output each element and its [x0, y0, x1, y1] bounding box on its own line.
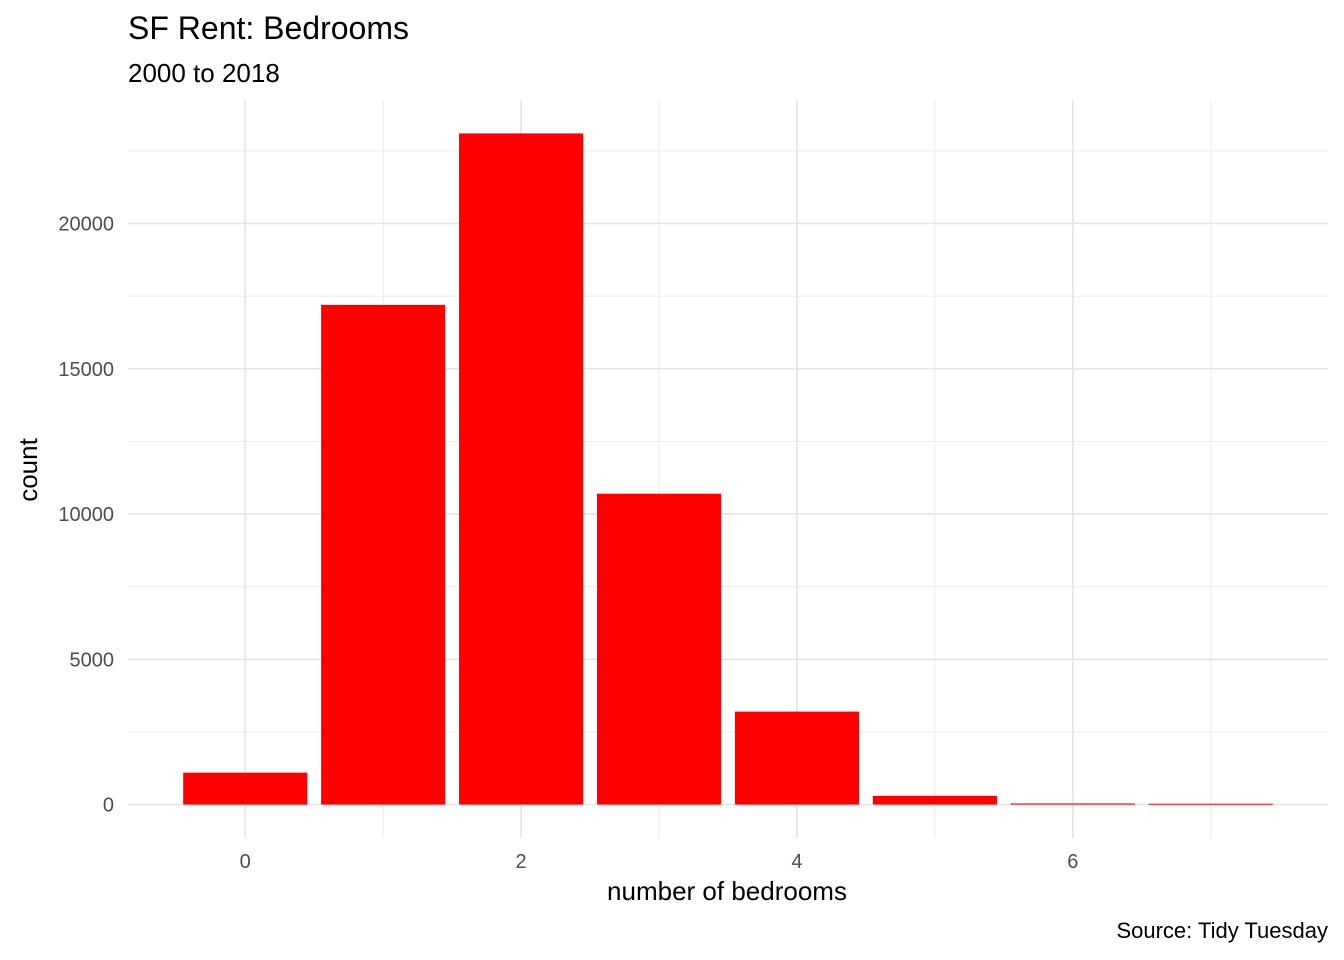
- grid-lines: [128, 100, 1328, 838]
- x-axis-title: number of bedrooms: [607, 876, 847, 906]
- y-tick-label: 10000: [58, 504, 114, 526]
- bars: [183, 133, 1273, 805]
- tick-labels: 0 5000 10000 15000 20000 0 2 4 6: [58, 213, 1078, 873]
- y-axis-title: count: [13, 437, 43, 501]
- chart-title: SF Rent: Bedrooms: [128, 10, 409, 46]
- bar-5-bedrooms: [872, 795, 997, 805]
- x-tick-label: 6: [1067, 851, 1078, 873]
- y-tick-label: 0: [103, 795, 114, 817]
- x-tick-label: 2: [516, 851, 527, 873]
- y-tick-label: 5000: [70, 649, 115, 671]
- chart-caption: Source: Tidy Tuesday: [1116, 918, 1328, 943]
- bar-0-bedrooms: [183, 772, 308, 805]
- chart-subtitle: 2000 to 2018: [128, 58, 280, 88]
- bar-3-bedrooms: [596, 493, 722, 805]
- y-tick-label: 15000: [58, 359, 114, 381]
- bar-4-bedrooms: [734, 711, 860, 805]
- bar-1-bedrooms: [321, 304, 446, 805]
- bar-7-bedrooms: [1148, 803, 1273, 805]
- bar-2-bedrooms: [459, 133, 584, 805]
- x-tick-label: 4: [791, 851, 802, 873]
- y-tick-label: 20000: [58, 213, 114, 235]
- bar-6-bedrooms: [1010, 803, 1135, 805]
- x-tick-label: 0: [240, 851, 251, 873]
